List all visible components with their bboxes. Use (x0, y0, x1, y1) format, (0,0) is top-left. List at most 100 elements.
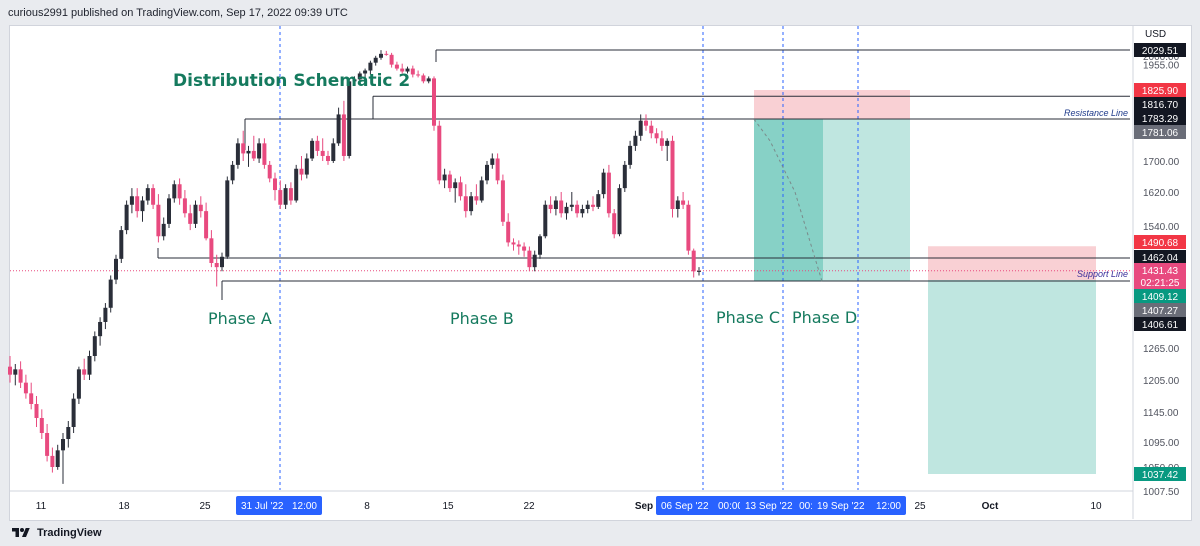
candle (326, 150, 330, 165)
price-label-text: 1816.70 (1142, 100, 1179, 111)
candles (8, 50, 701, 484)
candle-body (214, 262, 219, 268)
price-label-box (1134, 250, 1186, 264)
price-label-box (1134, 289, 1186, 303)
candle (87, 350, 92, 380)
price-label-box (1134, 303, 1186, 317)
candle (670, 135, 675, 218)
candle-body (326, 155, 330, 161)
candle (675, 196, 680, 218)
candle (368, 60, 373, 75)
projection-path (753, 118, 823, 282)
candle-body (516, 244, 521, 247)
vertical-date-lines (279, 26, 859, 490)
candle-body (421, 75, 426, 82)
candle (527, 246, 532, 272)
schematic-title: Distribution Schematic 2 (173, 71, 410, 91)
candle (649, 120, 654, 139)
candle-body (119, 230, 124, 259)
candle (384, 50, 389, 56)
candle (198, 196, 203, 218)
candle-body (373, 57, 378, 63)
y-tick-label: 1540.00 (1143, 222, 1180, 233)
candle (553, 196, 558, 216)
candle (601, 168, 606, 199)
price-label-text: 1431.43 (1142, 266, 1179, 277)
candle-body (92, 336, 97, 356)
candle-body (108, 279, 113, 308)
candle (140, 196, 145, 222)
candle (34, 396, 39, 427)
price-label-box (1134, 97, 1186, 111)
x-date-box (740, 496, 818, 515)
price-label: 1825.90 (1134, 83, 1186, 97)
candle (214, 254, 219, 287)
candle (45, 424, 50, 462)
x-date-text: 19 Sep '22 (817, 501, 865, 512)
candle-body (485, 164, 489, 181)
price-label-text: 1462.04 (1142, 253, 1179, 264)
candle (559, 192, 564, 218)
price-label: 1409.12 (1134, 289, 1186, 303)
candle (564, 202, 569, 220)
candle (538, 234, 542, 259)
candle (119, 226, 124, 263)
price-label: 1037.42 (1134, 467, 1186, 481)
candle-body (426, 78, 431, 82)
candle-body (188, 213, 193, 224)
candle (320, 138, 325, 161)
candle-body (103, 307, 108, 322)
candle-body (357, 73, 362, 80)
candle (410, 65, 415, 78)
short-position-target-zone (823, 119, 910, 281)
candle (596, 190, 601, 209)
price-label-text: 1781.06 (1142, 128, 1179, 139)
candle (246, 145, 251, 167)
candle-body (665, 140, 670, 146)
candle-body (193, 204, 198, 224)
candle-body (564, 206, 569, 214)
candle (204, 202, 209, 241)
x-date-box (236, 496, 322, 515)
candle-body (230, 164, 235, 181)
price-label-box (1134, 263, 1186, 277)
candle (543, 200, 548, 239)
candle (474, 184, 479, 205)
candle-body (633, 135, 638, 146)
price-label-text: 2029.51 (1142, 46, 1179, 57)
candle-body (527, 250, 532, 268)
candle-body (553, 200, 558, 209)
candle (463, 184, 468, 218)
candle-body (8, 366, 12, 375)
candle (98, 317, 103, 346)
candle-body (209, 238, 214, 263)
candle (167, 194, 171, 229)
candle (638, 114, 643, 141)
candle (251, 135, 256, 161)
candle-body (198, 204, 203, 212)
candle-body (453, 182, 458, 189)
candle-body (145, 188, 150, 201)
candle (18, 361, 23, 388)
candle (357, 71, 362, 84)
candle-body (416, 74, 421, 76)
price-label-text: 1407.27 (1142, 306, 1179, 317)
candle-body (135, 196, 140, 212)
candle (500, 174, 505, 226)
candle-body (437, 125, 442, 181)
candle-body (273, 178, 277, 191)
price-label-box (1134, 111, 1186, 125)
candle (469, 192, 474, 216)
candle (177, 178, 182, 205)
candle-body (675, 200, 680, 209)
candle (66, 421, 71, 448)
candle (225, 176, 230, 259)
candle (352, 76, 357, 86)
candle-body (654, 133, 659, 139)
candle (341, 100, 346, 161)
y-tick-label: 1955.00 (1143, 61, 1180, 72)
candle (437, 120, 442, 185)
y-tick-label: 1205.00 (1143, 376, 1180, 387)
